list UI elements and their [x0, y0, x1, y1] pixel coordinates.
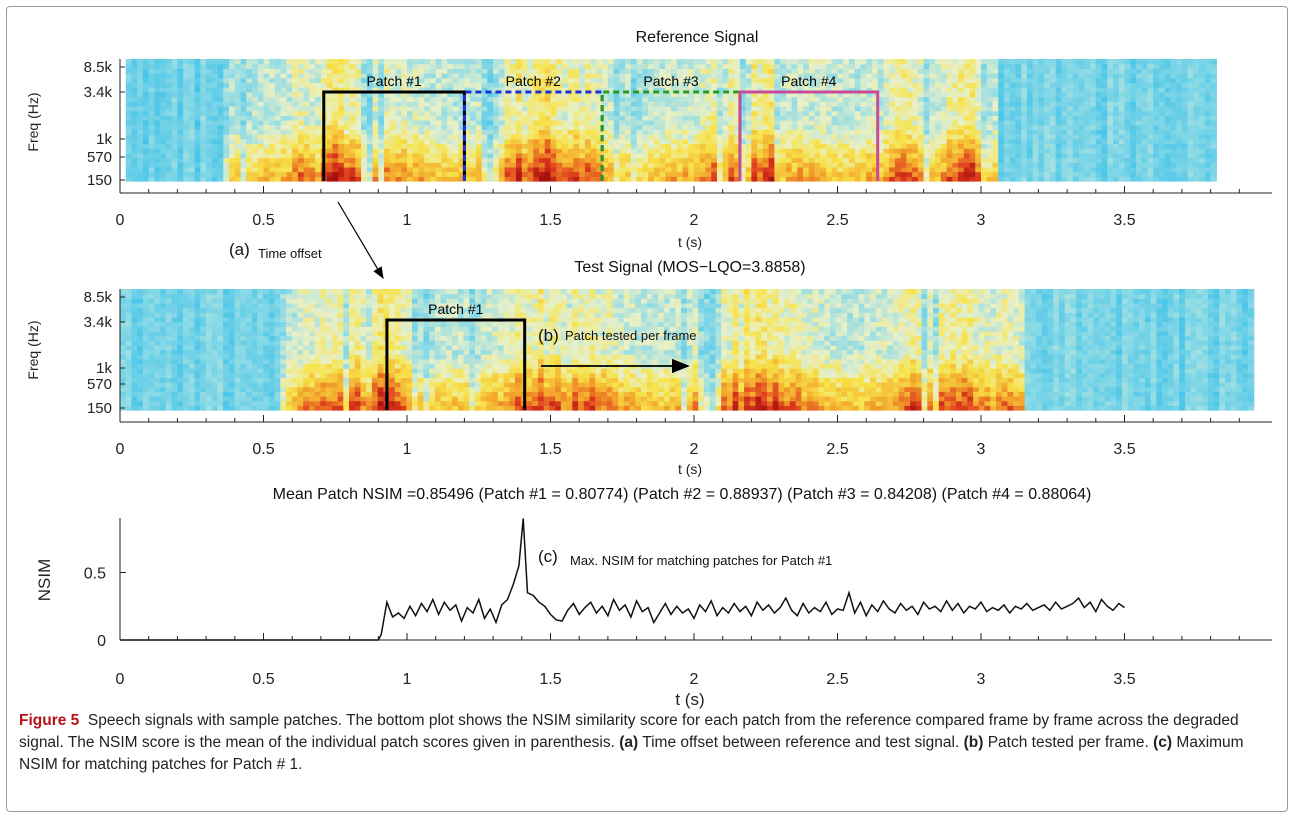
y-tick-label: 8.5k	[84, 289, 113, 306]
annotation-b-label: (b)	[538, 326, 559, 345]
patch-label: Patch #3	[643, 73, 698, 89]
y-tick-label: 570	[87, 376, 112, 393]
patch-label: Patch #4	[781, 73, 836, 89]
y-tick-label: 0.5	[84, 566, 106, 583]
nsim-axes: 0 0.5 1 1.5 2 2.5 3 3.5 0 0.5	[84, 518, 1272, 688]
caption-a-text: Time offset between reference and test s…	[642, 734, 960, 751]
y-tick-label: 0	[97, 633, 106, 650]
x-tick-label: 2	[690, 671, 699, 688]
x-tick-label: 0.5	[252, 671, 274, 688]
x-tick-label: 2.5	[826, 671, 848, 688]
x-tick-label: 0	[116, 212, 125, 229]
y-tick-label: 3.4k	[84, 84, 113, 101]
patch-box: Patch #4	[738, 73, 880, 181]
patch-label: Patch #1	[428, 301, 483, 317]
x-tick-label: 0	[116, 671, 125, 688]
patch-box: Patch #1	[385, 301, 527, 410]
ref-title: Reference Signal	[636, 29, 759, 46]
x-tick-label: 2.5	[826, 441, 848, 458]
annotation-a-text: Time offset	[258, 246, 322, 261]
caption-a-label: (a)	[619, 734, 639, 751]
caption-c-label: (c)	[1153, 734, 1173, 751]
x-tick-label: 2	[690, 441, 699, 458]
patch-label: Patch #2	[506, 73, 561, 89]
nsim-series-line	[120, 518, 1125, 641]
patch-label: Patch #1	[366, 73, 421, 89]
ref-spectrogram	[125, 59, 1217, 182]
annotation-a-label: (a)	[229, 240, 250, 259]
figure-label: Figure 5	[19, 712, 80, 729]
nsim-ylabel: NSIM	[35, 559, 54, 602]
x-tick-label: 0.5	[252, 441, 274, 458]
test-title: Test Signal (MOS−LQO=3.8858)	[574, 259, 805, 276]
x-tick-label: 2	[690, 212, 699, 229]
x-tick-label: 3	[977, 212, 986, 229]
y-tick-label: 150	[87, 172, 112, 189]
y-tick-label: 1k	[96, 131, 112, 148]
caption-b-label: (b)	[963, 734, 984, 751]
time-offset-arrow	[337, 201, 384, 280]
ref-patches: Patch #1 Patch #2 Patch #3 Patch #4	[322, 73, 880, 181]
x-tick-label: 1	[403, 212, 412, 229]
y-tick-label: 570	[87, 149, 112, 166]
test-xlabel: t (s)	[678, 461, 702, 477]
test-patches: Patch #1	[385, 301, 527, 410]
x-tick-label: 1	[403, 441, 412, 458]
x-tick-label: 1	[403, 671, 412, 688]
figure-caption: Figure 5 Speech signals with sample patc…	[19, 710, 1279, 776]
y-tick-label: 3.4k	[84, 314, 113, 331]
x-tick-label: 2.5	[826, 212, 848, 229]
x-tick-label: 3	[977, 671, 986, 688]
y-tick-label: 8.5k	[84, 59, 113, 76]
ref-xlabel: t (s)	[678, 234, 702, 250]
x-tick-label: 1.5	[539, 441, 561, 458]
x-tick-label: 3	[977, 441, 986, 458]
x-tick-label: 1.5	[539, 671, 561, 688]
annotation-b-text: Patch tested per frame	[565, 328, 697, 343]
caption-b-text: Patch tested per frame.	[987, 734, 1149, 751]
x-tick-label: 0	[116, 441, 125, 458]
x-tick-label: 0.5	[252, 212, 274, 229]
caption-main: Speech signals with sample patches. The …	[19, 712, 1239, 751]
test-ylabel: Freq (Hz)	[25, 320, 41, 379]
ref-ylabel: Freq (Hz)	[25, 92, 41, 151]
x-tick-label: 1.5	[539, 212, 561, 229]
test-spectrogram	[120, 289, 1255, 411]
nsim-title: Mean Patch NSIM =0.85496 (Patch #1 = 0.8…	[273, 486, 1092, 503]
x-tick-label: 3.5	[1113, 441, 1135, 458]
annotation-c-label: (c)	[538, 547, 558, 566]
y-tick-label: 150	[87, 400, 112, 417]
annotation-c-text: Max. NSIM for matching patches for Patch…	[570, 553, 832, 568]
nsim-xlabel: t (s)	[675, 690, 704, 709]
y-tick-label: 1k	[96, 360, 112, 377]
x-tick-label: 3.5	[1113, 212, 1135, 229]
caption-c-text: Maximum NSIM for matching patches for Pa…	[19, 734, 1244, 773]
x-tick-label: 3.5	[1113, 671, 1135, 688]
